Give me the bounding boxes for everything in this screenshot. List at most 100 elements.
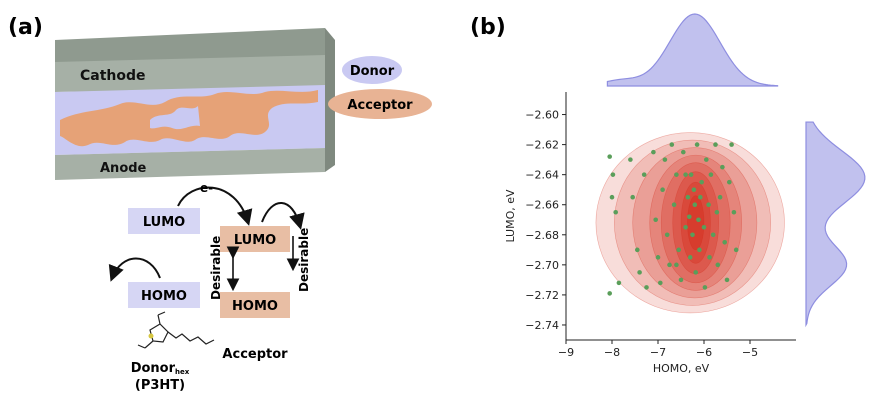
data-point: [733, 247, 739, 253]
acceptor-caption: Acceptor: [222, 347, 288, 362]
data-point: [683, 224, 688, 230]
y-marginal-density: [805, 121, 866, 328]
data-point: [704, 157, 709, 162]
desirable-right-label: Desirable: [297, 228, 311, 292]
data-point: [660, 187, 665, 192]
acceptor-legend-swatch: [328, 89, 432, 119]
data-point: [686, 214, 692, 220]
donor-homo-label: HOMO: [141, 289, 187, 304]
acceptor-homo-box: [220, 292, 290, 318]
data-point: [714, 209, 720, 215]
data-point: [641, 172, 647, 177]
data-point: [722, 240, 727, 245]
data-point: [727, 179, 732, 185]
data-point: [674, 262, 679, 268]
data-point: [669, 142, 675, 147]
data-point: [671, 202, 677, 208]
density-contour-4: [660, 162, 731, 284]
data-point: [699, 179, 704, 185]
cathode-label: Cathode: [80, 68, 146, 84]
data-point: [616, 280, 622, 286]
x-tick-label: −5: [742, 346, 758, 359]
data-point: [724, 277, 730, 283]
data-point: [731, 209, 737, 215]
density-contour-3: [649, 154, 743, 291]
data-point: [662, 157, 668, 162]
data-point: [694, 142, 700, 147]
data-point: [688, 172, 694, 177]
lumo-arc-arrow: [261, 202, 305, 230]
data-point: [729, 142, 734, 147]
data-point: [687, 255, 693, 260]
donor-lumo-box: [128, 208, 200, 234]
donor-caption: Donorhex: [131, 361, 190, 376]
density-contour-0: [595, 132, 785, 314]
y-axis-label: LUMO, eV: [504, 189, 517, 243]
data-point: [637, 270, 642, 275]
data-point: [690, 232, 695, 238]
data-point: [713, 142, 718, 147]
data-point: [710, 232, 716, 238]
data-point: [717, 194, 723, 200]
data-point: [707, 255, 712, 260]
y-tick-label: −2.70: [525, 259, 559, 272]
data-point: [644, 285, 649, 290]
anode-layer: [55, 148, 325, 180]
data-point: [667, 262, 672, 268]
desirable-left-label: Desirable: [209, 236, 223, 300]
data-point: [698, 194, 703, 200]
data-point: [715, 262, 721, 268]
data-point: [628, 157, 633, 162]
cathode-layer: [55, 55, 325, 92]
electron-transfer-arrow: [177, 186, 253, 226]
x-tick-label: −8: [604, 346, 620, 359]
data-point: [610, 172, 616, 177]
data-point: [658, 280, 663, 286]
acceptor-legend-label: Acceptor: [347, 98, 413, 113]
x-tick-label: −9: [558, 346, 574, 359]
donor-p3ht-caption: (P3HT): [135, 378, 185, 393]
data-point: [693, 270, 699, 275]
electron-label: e-: [200, 181, 213, 195]
homo-arc-arrow: [108, 257, 161, 282]
data-point: [651, 149, 656, 155]
density-contour-2: [632, 147, 758, 299]
data-point: [655, 255, 661, 260]
homo-lumo-jointplot: −9 −8 −7 −6 −5 −2.60 −2.62 −2.64 −2.66 −2.68 −2.70…: [504, 13, 866, 375]
data-point: [685, 194, 691, 200]
data-point: [697, 247, 702, 253]
data-point: [702, 285, 708, 290]
y-tick-label: −2.62: [525, 139, 559, 152]
p3ht-molecule-icon: [137, 311, 215, 349]
data-point: [701, 224, 707, 230]
data-point: [720, 164, 725, 170]
y-tick-label: −2.60: [525, 109, 559, 122]
data-point: [674, 172, 679, 177]
data-point: [630, 194, 635, 200]
data-point: [653, 217, 658, 223]
donor-homo-box: [128, 282, 200, 308]
donor-legend-label: Donor: [350, 64, 395, 79]
data-point: [635, 247, 640, 253]
data-point: [613, 209, 618, 215]
x-marginal-density: [606, 13, 779, 87]
density-contour-6: [680, 181, 711, 264]
data-point: [681, 149, 686, 155]
data-point: [691, 187, 697, 192]
y-tick-label: −2.72: [525, 289, 559, 302]
panel-b-label: (b): [470, 15, 506, 40]
donor-pocket: [150, 106, 200, 130]
y-tick-label: −2.74: [525, 319, 559, 332]
data-point: [607, 291, 612, 296]
data-point: [683, 172, 688, 177]
data-point: [607, 154, 612, 159]
data-point: [676, 247, 681, 253]
data-point: [706, 202, 711, 208]
density-contour-1: [613, 139, 771, 306]
y-tick-label: −2.64: [525, 169, 559, 182]
panel-a-label: (a): [8, 15, 43, 40]
energy-level-diagram: LUMO HOMO LUMO HOMO e- Desirable Desirab…: [108, 181, 311, 318]
acceptor-lumo-label: LUMO: [234, 233, 276, 248]
